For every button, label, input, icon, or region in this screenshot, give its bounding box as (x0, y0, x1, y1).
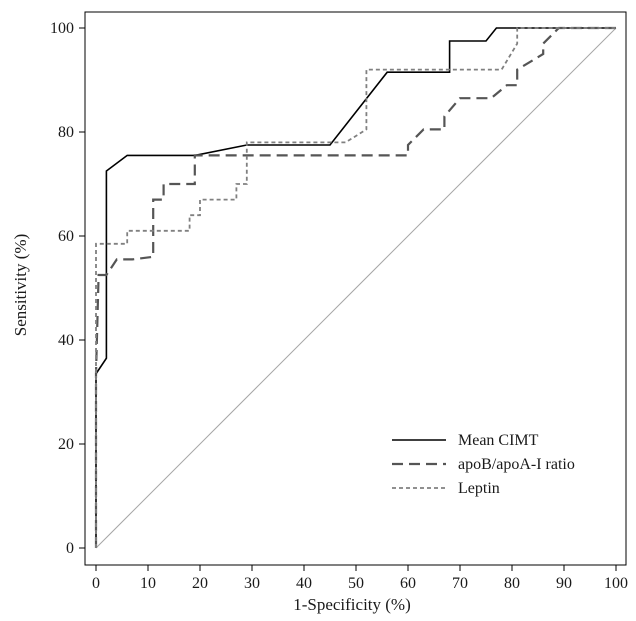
x-tick-label: 40 (296, 575, 312, 592)
x-tick-label: 10 (140, 575, 156, 592)
legend: Mean CIMT apoB/apoA-I ratio Leptin (392, 432, 575, 497)
legend-label: Leptin (458, 480, 500, 497)
y-tick-label: 20 (58, 436, 74, 453)
x-tick-label: 30 (244, 575, 260, 592)
y-tick-label: 0 (66, 540, 74, 557)
x-tick-label: 90 (556, 575, 572, 592)
x-tick-label: 0 (92, 575, 100, 592)
y-axis: 0 20 40 60 80 100 (50, 20, 85, 557)
x-tick-label: 60 (400, 575, 416, 592)
x-tick-label: 70 (452, 575, 468, 592)
x-axis-title: 1-Specificity (%) (293, 595, 411, 614)
reference-diagonal-line (95, 27, 617, 549)
series-line-2 (94, 26, 616, 548)
legend-label: Mean CIMT (458, 432, 539, 449)
x-tick-label: 100 (604, 575, 628, 592)
y-tick-label: 40 (58, 332, 74, 349)
y-tick-label: 80 (58, 124, 74, 141)
reference-layer (95, 27, 617, 549)
legend-label: apoB/apoA-I ratio (458, 456, 575, 473)
y-axis-title: Sensitivity (%) (11, 234, 30, 336)
x-tick-label: 50 (348, 575, 364, 592)
y-tick-label: 60 (58, 228, 74, 245)
y-tick-label: 100 (50, 20, 74, 37)
series-line-1 (95, 27, 616, 548)
series-line-3 (95, 27, 616, 548)
x-axis: 0 10 20 30 40 50 60 70 80 90 100 (92, 565, 628, 592)
x-tick-label: 20 (192, 575, 208, 592)
series-layer (94, 26, 616, 548)
x-tick-label: 80 (504, 575, 520, 592)
